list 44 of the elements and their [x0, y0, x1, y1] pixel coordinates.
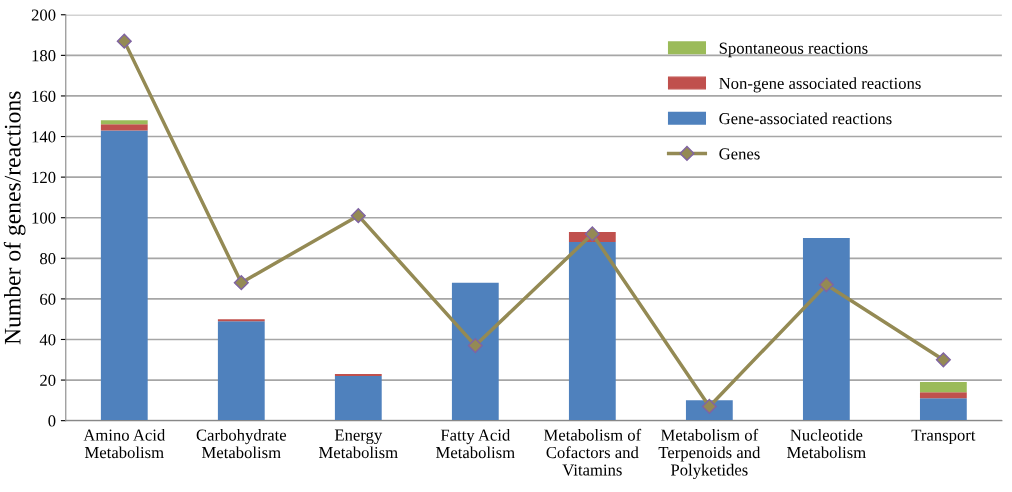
point [935, 352, 951, 368]
bar [919, 398, 967, 421]
point [350, 208, 366, 224]
bar [100, 120, 148, 125]
y-tick-label: 40 [39, 334, 56, 346]
y-axis-title: Number of genes/reactions [3, 91, 26, 345]
legend-label: Genes [719, 148, 760, 160]
bar [217, 319, 265, 322]
y-tick-label: 0 [48, 415, 56, 427]
point [584, 226, 600, 242]
x-tick-label: Energy Metabolism [318, 429, 398, 459]
y-tick-label: 140 [32, 131, 56, 143]
y-tick-label: 100 [32, 212, 56, 224]
bar [919, 392, 967, 399]
y-tick-label: 160 [32, 90, 56, 102]
legend-label: Gene-associated reactions [719, 112, 892, 125]
point [467, 337, 483, 354]
x-tick-label: Fatty Acid Metabolism [435, 428, 515, 459]
x-tick-label: Transport [911, 429, 976, 445]
bar [334, 373, 382, 377]
bar [802, 238, 850, 421]
x-tick-label: Amino Acid Metabolism [83, 428, 166, 459]
point [233, 275, 249, 291]
bar [919, 382, 967, 393]
x-tick-label: Metabolism of Terpenoids and Polyketides [658, 428, 761, 480]
bar [451, 282, 499, 421]
legend-label: Spontaneous reactions [719, 42, 868, 58]
y-tick-label: 60 [40, 293, 56, 305]
y-tick-label: 80 [40, 253, 56, 265]
bar [334, 376, 382, 421]
bar [568, 242, 616, 421]
bar [217, 321, 265, 421]
x-tick-label: Nucleotide Metabolism [787, 428, 866, 459]
x-tick-label: Carbohydrate Metabolism [196, 428, 287, 459]
y-tick-label: 20 [40, 374, 56, 387]
legend-label: Non-gene associated reactions [719, 77, 921, 93]
y-tick-label: 180 [32, 50, 56, 62]
y-tick-label: 200 [31, 9, 56, 21]
y-tick-label: 120 [32, 171, 56, 184]
point [116, 33, 132, 49]
bar [100, 124, 148, 131]
bar [100, 130, 148, 421]
x-tick-label: Metabolism of Cofactors and Vitamins [543, 428, 642, 476]
point [818, 277, 834, 293]
